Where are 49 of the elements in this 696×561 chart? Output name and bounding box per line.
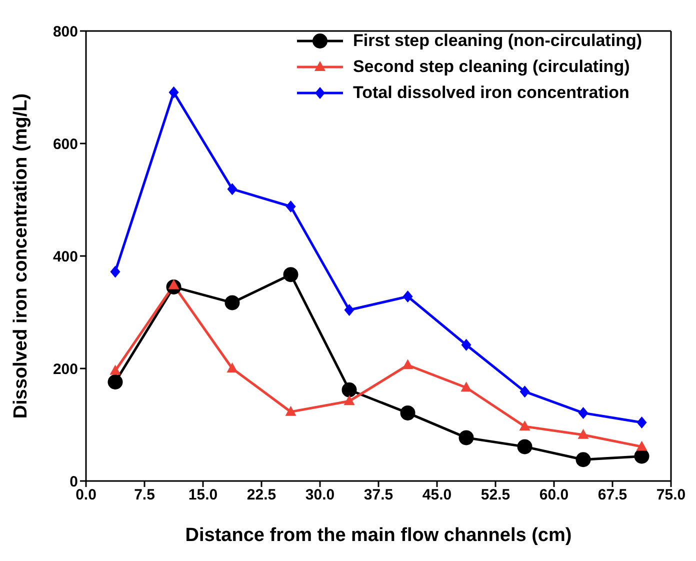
point <box>576 452 591 468</box>
point <box>636 440 648 451</box>
point <box>520 386 530 398</box>
y-tick-label: 200 <box>52 360 78 378</box>
x-tick-label: 7.5 <box>134 486 155 504</box>
y-tick-label: 0 <box>70 473 78 490</box>
x-tick-label: 22.5 <box>246 486 276 504</box>
legend-label: Total dissolved iron concentration <box>352 83 630 103</box>
point <box>402 359 414 370</box>
point <box>344 395 355 406</box>
point <box>460 382 472 392</box>
x-tick-label: 0.0 <box>76 486 96 504</box>
point <box>634 448 650 464</box>
point <box>285 406 296 416</box>
point <box>519 420 530 430</box>
y-tick-label: 800 <box>52 23 78 40</box>
point <box>168 86 179 98</box>
point <box>110 266 120 278</box>
point <box>342 382 357 398</box>
point <box>461 338 472 351</box>
point <box>578 406 588 419</box>
point <box>344 304 354 316</box>
x-tick-label: 67.5 <box>598 486 628 504</box>
y-tick-label: 400 <box>52 248 78 266</box>
point <box>286 200 296 212</box>
point <box>636 416 647 428</box>
x-tick-label: 30.0 <box>305 486 335 504</box>
point <box>517 439 532 454</box>
x-axis-title: Distance from the main flow channels (cm) <box>185 525 572 546</box>
point <box>224 295 240 310</box>
point <box>227 183 238 196</box>
y-tick-label: 600 <box>52 136 78 153</box>
point <box>400 405 416 420</box>
x-tick-label: 52.5 <box>480 486 510 504</box>
point <box>226 362 238 372</box>
x-tick-label: 15.0 <box>188 486 218 504</box>
legend-label: First step cleaning (non-circulating) <box>352 31 642 51</box>
y-axis-title: Dissolved iron concentration (mg/L) <box>10 93 32 419</box>
point <box>283 267 298 282</box>
x-tick-label: 60.0 <box>539 486 569 504</box>
x-tick-label: 75.0 <box>656 486 686 504</box>
x-tick-label: 45.0 <box>422 486 452 504</box>
point <box>578 428 589 439</box>
legend-label: Second step cleaning (circulating) <box>352 57 630 77</box>
point <box>108 374 123 390</box>
point <box>402 290 413 302</box>
x-tick-label: 37.5 <box>364 486 394 504</box>
point <box>110 364 121 375</box>
point <box>458 430 474 446</box>
